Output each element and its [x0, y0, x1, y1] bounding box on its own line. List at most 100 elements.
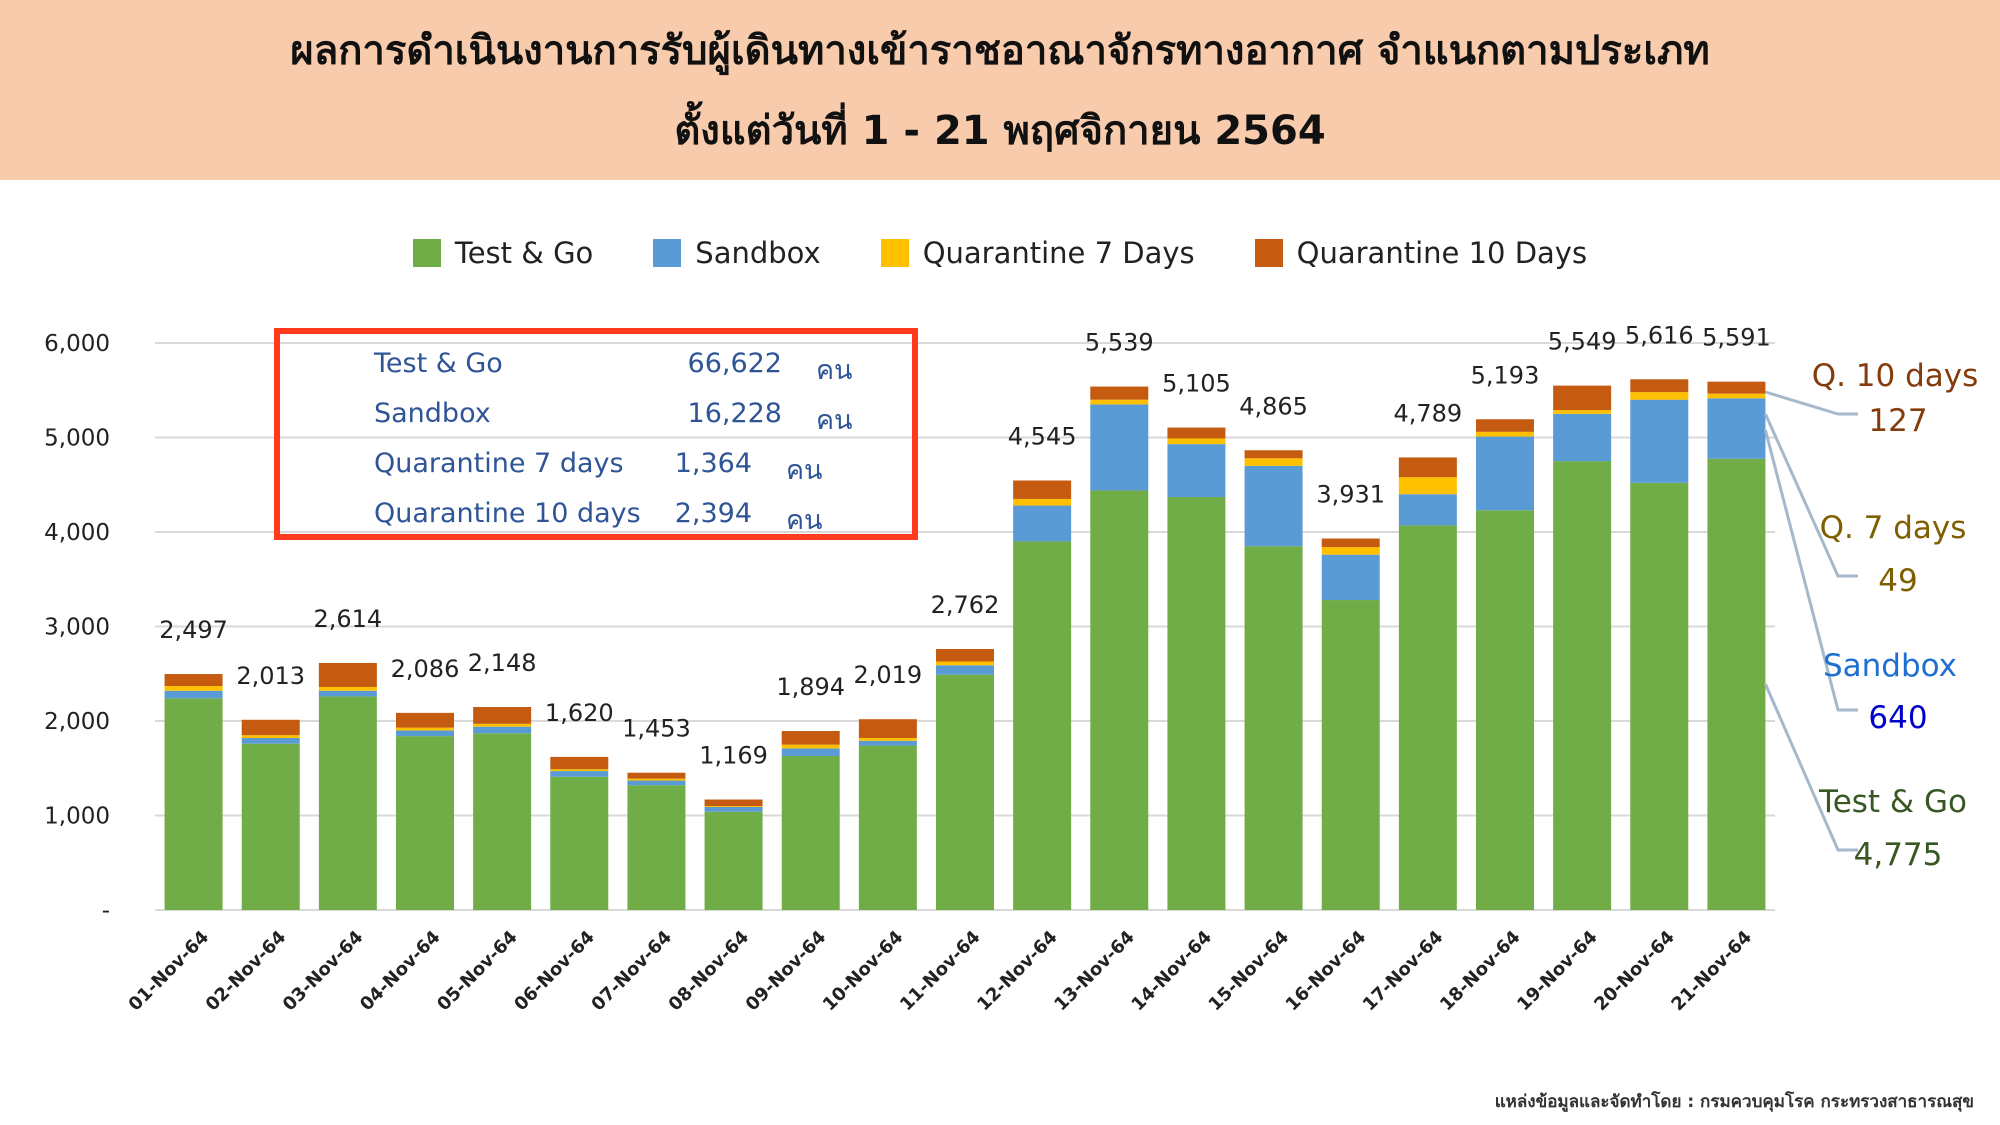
- bar-segment: [704, 811, 763, 910]
- bar-segment: [318, 686, 377, 691]
- total-label: 5,539: [1085, 329, 1154, 357]
- total-label: 2,019: [853, 661, 922, 689]
- bar-segment: [1167, 427, 1226, 439]
- bar-segment: [781, 755, 840, 910]
- bar-segment: [1167, 444, 1226, 498]
- bar-segment: [164, 690, 223, 699]
- x-tick-label: 20-Nov-64: [1590, 927, 1679, 1016]
- summary-value: 2,394: [674, 498, 752, 529]
- bar-segment: [396, 712, 454, 728]
- total-label: 1,894: [776, 673, 845, 701]
- legend-label-q10: Quarantine 10 Days: [1296, 236, 1588, 270]
- bar-segment: [1321, 538, 1380, 548]
- bar-segment: [1553, 410, 1612, 414]
- x-tick-label: 07-Nov-64: [587, 927, 676, 1016]
- bar-segment: [1013, 498, 1072, 506]
- x-tick-label: 14-Nov-64: [1127, 927, 1216, 1016]
- bar-segment: [1398, 525, 1457, 910]
- y-tick-label: 2,000: [44, 709, 110, 735]
- bar-segment: [781, 748, 840, 756]
- bar-segment: [1244, 546, 1303, 910]
- right-label-test-go: Test & Go: [1819, 784, 1967, 820]
- bar-segment: [1707, 393, 1766, 399]
- legend-item-test-go: Test & Go: [412, 236, 593, 270]
- bar-segment: [858, 719, 917, 739]
- bar-segment: [1553, 413, 1612, 462]
- summary-row-sandbox: Sandbox 16,228 คน: [280, 398, 912, 438]
- bar-segment: [1630, 482, 1689, 910]
- right-label-sandbox: Sandbox: [1822, 648, 1958, 684]
- bar-segment: [473, 726, 532, 734]
- x-tick-label: 17-Nov-64: [1359, 927, 1448, 1016]
- bar-segment: [1553, 461, 1612, 910]
- summary-label: Sandbox: [374, 398, 491, 429]
- summary-unit: คน: [816, 355, 853, 386]
- x-tick-label: 18-Nov-64: [1436, 927, 1525, 1016]
- y-tick-label: 1,000: [44, 804, 110, 830]
- leader-line: [1764, 413, 1858, 578]
- y-tick-label: 5,000: [44, 426, 110, 452]
- header-banner: ผลการดำเนินงานการรับผู้เดินทางเข้าราชอาณ…: [0, 0, 2000, 180]
- bar-segment: [1013, 480, 1072, 499]
- x-tick-label: 06-Nov-64: [510, 927, 599, 1016]
- bar-segment: [1630, 379, 1689, 393]
- x-tick-label: 13-Nov-64: [1050, 927, 1139, 1016]
- bar-segment: [473, 723, 532, 727]
- right-label-q10: Q. 10 days: [1811, 358, 1979, 394]
- legend-item-q7: Quarantine 7 Days: [880, 236, 1195, 270]
- summary-unit: คน: [786, 455, 823, 486]
- bar-segment: [318, 690, 377, 697]
- legend-item-sandbox: Sandbox: [653, 236, 821, 270]
- bar-segment: [1398, 477, 1457, 495]
- bar-segment: [858, 738, 917, 741]
- y-tick-label: 4,000: [44, 520, 110, 546]
- total-label: 2,148: [468, 649, 537, 677]
- bar-segment: [936, 661, 994, 666]
- summary-label: Quarantine 7 days: [374, 448, 624, 479]
- bar-segment: [781, 731, 840, 745]
- bar-segment: [1244, 458, 1303, 466]
- total-label: 4,865: [1239, 392, 1308, 420]
- bar-segment: [164, 686, 223, 691]
- bar-segment: [936, 665, 994, 675]
- bar-segment: [473, 733, 532, 910]
- bar-segment: [704, 806, 763, 812]
- x-tick-label: 03-Nov-64: [279, 927, 368, 1016]
- summary-box: Test & Go 66,622 คน Sandbox 16,228 คน Qu…: [274, 328, 918, 540]
- x-tick-label: 05-Nov-64: [433, 927, 522, 1016]
- bar-segment: [473, 707, 532, 724]
- summary-unit: คน: [786, 505, 823, 536]
- total-label: 3,931: [1316, 481, 1385, 509]
- bar-segment: [1090, 404, 1149, 491]
- bar-segment: [396, 736, 454, 910]
- total-label: 1,453: [622, 715, 691, 743]
- legend-label-sandbox: Sandbox: [695, 236, 821, 270]
- bar-segment: [318, 662, 377, 687]
- x-tick-label: 08-Nov-64: [665, 927, 754, 1016]
- bar-segment: [858, 745, 917, 910]
- x-tick-label: 11-Nov-64: [896, 927, 985, 1016]
- bar-segment: [550, 756, 609, 770]
- bar-segment: [1476, 431, 1534, 437]
- summary-row-q7: Quarantine 7 days 1,364 คน: [280, 448, 912, 488]
- bar-segment: [550, 776, 609, 910]
- bar-segment: [241, 738, 300, 744]
- chart-title-line2: ตั้งแต่วันที่ 1 - 21 พฤศจิกายน 2564: [674, 108, 1326, 154]
- bar-segment: [1707, 381, 1766, 394]
- chart-title-line1: ผลการดำเนินงานการรับผู้เดินทางเข้าราชอาณ…: [290, 28, 1710, 74]
- summary-row-q10: Quarantine 10 days 2,394 คน: [280, 498, 912, 538]
- bar-segment: [781, 744, 840, 749]
- bar-segment: [1090, 490, 1149, 910]
- total-label: 4,789: [1393, 399, 1462, 427]
- y-tick-label: 6,000: [44, 331, 110, 357]
- bar-segment: [1630, 399, 1689, 483]
- bar-segment: [1090, 399, 1149, 405]
- bar-segment: [241, 743, 300, 910]
- total-label: 4,545: [1008, 422, 1077, 450]
- bar-segment: [1167, 438, 1226, 445]
- bar-segment: [1244, 450, 1303, 459]
- bar-segment: [1013, 505, 1072, 542]
- total-label: 2,762: [931, 591, 1000, 619]
- legend-label-q7: Quarantine 7 Days: [922, 236, 1195, 270]
